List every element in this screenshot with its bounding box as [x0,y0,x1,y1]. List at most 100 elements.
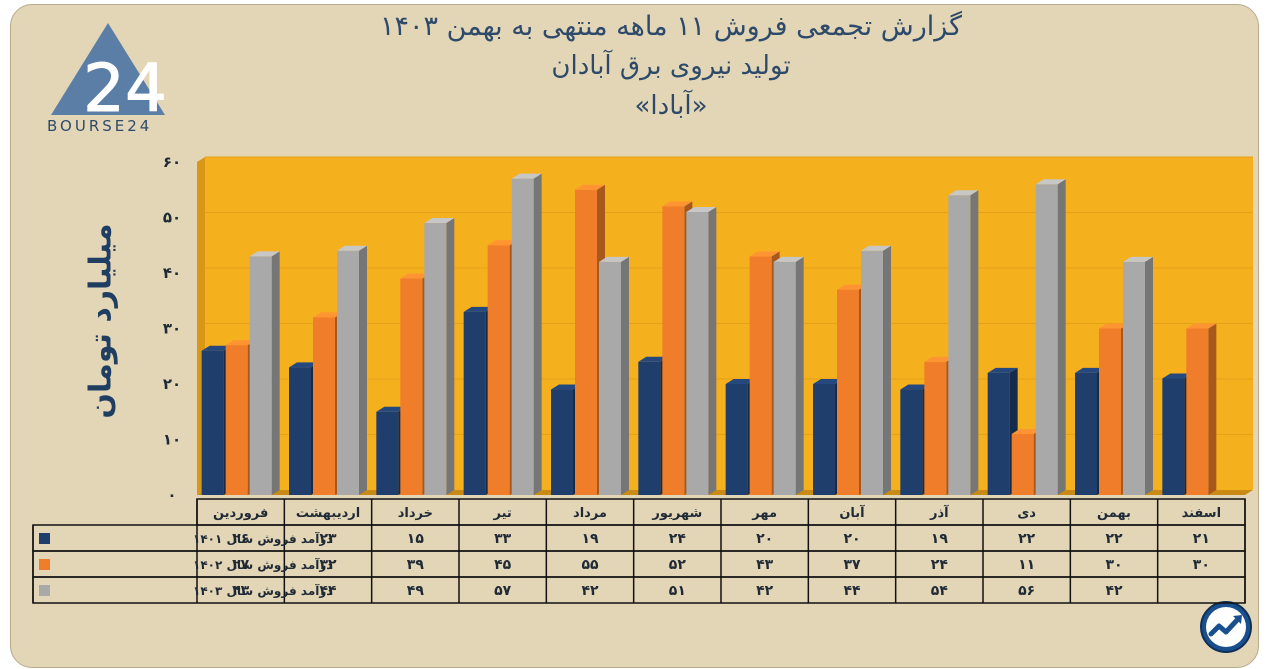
x-category-label: شهریور [651,506,702,521]
bar-front [249,256,272,495]
data-label: ۲۱ [1193,531,1210,547]
bar-top [511,173,542,179]
data-label: ۴۵ [494,557,512,573]
bar-top [837,284,867,290]
bar-top [1099,323,1129,329]
data-label: ۱۵ [407,531,425,547]
data-label: ۲۷ [232,557,250,573]
logo-text: BOURSE24 [47,117,153,135]
bar-top [1075,367,1105,373]
bar-top [463,306,494,312]
bar-front [1186,328,1209,495]
bar-top [1035,179,1066,185]
bar-side [970,190,979,496]
legend-key [39,533,50,544]
bar-front [1011,433,1034,495]
x-category-label: اردیبهشت [296,506,360,521]
y-tick-label: ۰ [167,486,176,504]
x-category-label: دی [1017,506,1036,521]
bar-front [400,278,423,495]
bar-front [337,250,359,495]
data-label: ۲۳ [319,531,337,547]
triangle-logo-icon: 24 [51,23,167,128]
bar-top [487,240,518,246]
data-label: ۱۱ [1018,557,1035,573]
bar-top [861,245,891,251]
bar-top [337,245,367,251]
x-category-label: اسفند [1182,506,1221,521]
data-label: ۴۳ [756,557,774,573]
data-label: ۳۲ [319,557,337,573]
bar-front [749,256,772,495]
data-label: ۳۰ [1105,557,1122,573]
bar-front [424,223,447,496]
bar-top [424,218,455,224]
x-category-label: فروردین [213,506,268,521]
bar-top [225,340,256,346]
logo-mark: 24 [83,50,167,127]
x-category-label: آبان [839,504,865,521]
bar [337,245,367,495]
bar-side [271,251,280,495]
y-tick-label: ۳۰ [163,320,181,338]
bar-top [249,251,280,257]
bar-side [533,173,542,495]
bar-front [813,384,835,495]
chart-subtitle: تولید نیروی برق آبادان [551,51,791,81]
data-label: ۴۲ [1105,583,1123,599]
y-tick-label: ۶۰ [163,153,181,171]
data-label: ۴۳ [232,583,250,599]
bar [424,218,455,496]
data-label: ۵۵ [581,557,599,573]
bar-top [1123,256,1153,262]
bar-top [1162,373,1193,379]
data-label: ۴۲ [756,583,774,599]
bar-top [813,379,843,384]
bar [599,256,629,495]
bar-side [359,245,367,495]
bar-top [289,362,319,368]
bar-front [924,361,947,495]
x-category-label: بهمن [1097,506,1131,521]
bar-top [400,273,431,279]
data-label: ۲۴ [669,531,687,547]
bar [686,206,717,495]
bar-front [599,261,621,495]
data-label: ۴۴ [843,583,861,599]
bar-side [1145,256,1153,495]
bar-front [511,178,534,495]
data-label: ۳۹ [407,557,425,573]
bar-top [201,345,232,351]
data-label: ۴۹ [407,583,425,599]
bar-front [773,261,796,495]
bar-front [900,389,923,495]
data-label: ۲۰ [756,531,773,547]
bar-front [686,211,709,495]
bar-top [638,356,669,362]
bar [773,256,804,495]
legend-key [39,559,50,570]
bar-top [725,379,756,384]
y-tick-label: ۲۰ [163,375,181,393]
bar-top [948,190,979,196]
legend-entry: درآمد فروش سال ۱۴۰۳ [193,583,332,599]
data-label: ۵۶ [1018,583,1035,599]
data-label: ۵۴ [931,583,949,599]
x-category-label: تیر [493,506,512,521]
data-label: ۱۹ [581,531,599,547]
bar-front [201,350,224,495]
bar-front [376,411,399,495]
data-label: ۴۲ [581,583,599,599]
bar [1123,256,1153,495]
x-category-label: مهر [751,506,777,521]
bar [1035,179,1066,495]
bar-front [487,245,510,495]
data-label: ۵۱ [669,583,686,599]
bar-side [1057,179,1066,495]
bar-top [773,256,804,262]
bar-front [948,195,971,496]
bar [249,251,280,495]
data-label: ۳۳ [494,531,512,547]
bar-front [551,389,573,495]
bar-front [987,372,1010,495]
